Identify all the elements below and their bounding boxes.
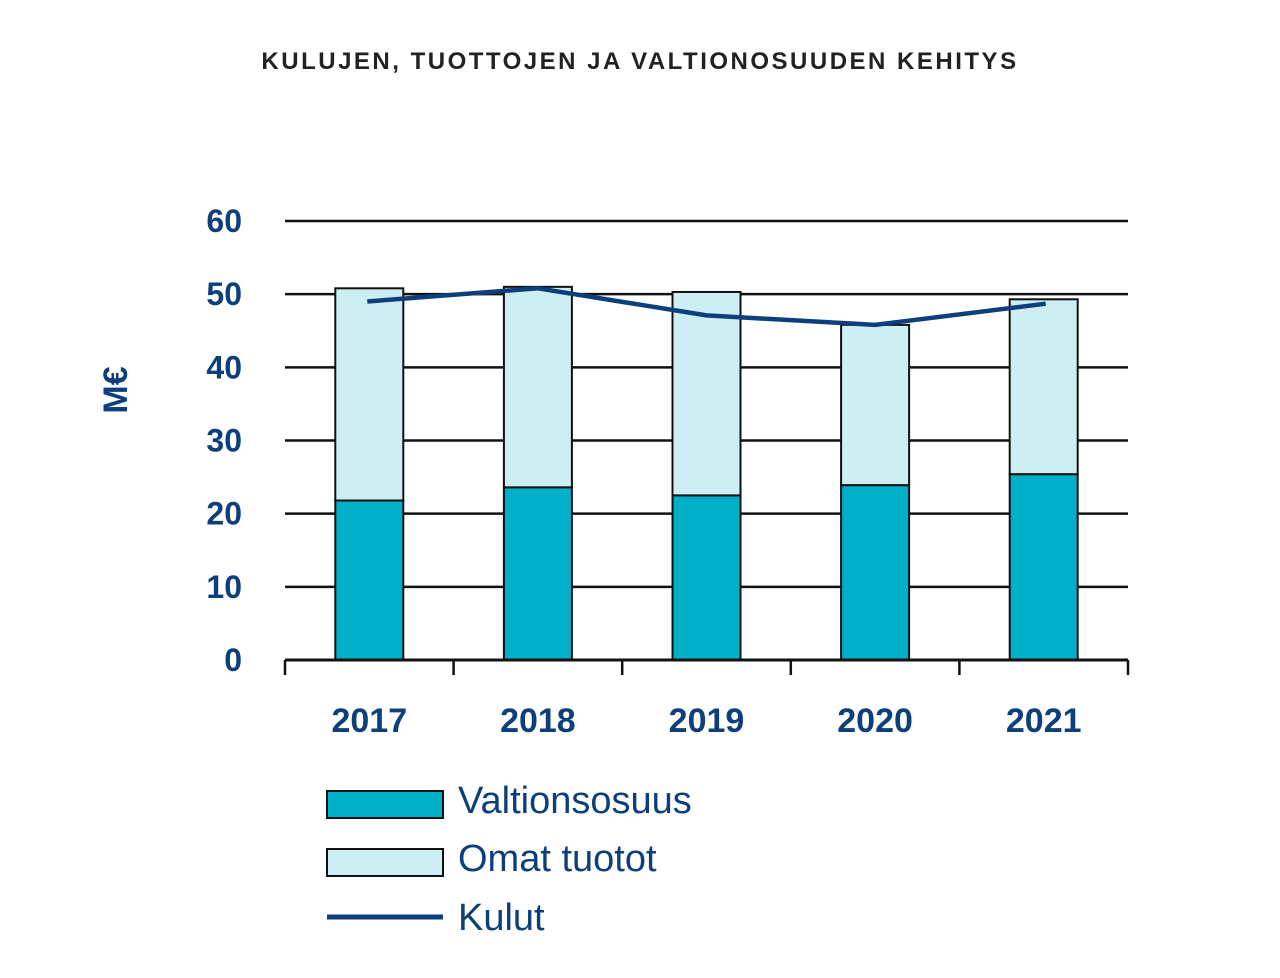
x-tick-label-2020: 2020 xyxy=(837,702,913,740)
x-tick-label-2019: 2019 xyxy=(669,702,745,740)
legend-label-kulut: Kulut xyxy=(458,897,545,939)
bar-omat-tuotot-2020 xyxy=(840,323,911,487)
bar-valtionsosuus-2020 xyxy=(840,484,911,661)
y-axis-label: M€ xyxy=(97,366,135,413)
bar-omat-tuotot-2019 xyxy=(671,290,742,497)
y-tick-label: 0 xyxy=(224,642,242,678)
axis-layer xyxy=(283,658,1130,675)
y-tick-label: 10 xyxy=(206,569,242,605)
legend-swatch-omat-tuotot xyxy=(326,848,444,877)
x-tick-label-2017: 2017 xyxy=(331,702,407,740)
x-tick-label-2021: 2021 xyxy=(1006,702,1082,740)
bar-valtionsosuus-2019 xyxy=(671,494,742,661)
line-layer xyxy=(367,286,1046,328)
bar-omat-tuotot-2018 xyxy=(502,285,573,489)
bar-omat-tuotot-2017 xyxy=(334,287,405,502)
legend-swatch-valtionsosuus xyxy=(326,790,444,819)
legend-label-omat-tuotot: Omat tuotot xyxy=(458,838,657,880)
y-tick-labels: 0 10 20 30 40 50 60 xyxy=(206,203,242,678)
y-tick-label: 20 xyxy=(206,496,242,532)
x-tick-label-2018: 2018 xyxy=(500,702,576,740)
bar-omat-tuotot-2021 xyxy=(1008,298,1079,476)
bar-valtionsosuus-2018 xyxy=(502,486,573,661)
y-tick-label: 40 xyxy=(206,349,242,385)
x-tick-labels: 2017 2018 2019 2020 2021 xyxy=(331,702,1081,740)
bar-valtionsosuus-2021 xyxy=(1008,473,1079,662)
chart-title: KULUJEN, TUOTTOJEN JA VALTIONOSUUDEN KEH… xyxy=(261,48,1019,75)
y-tick-label: 30 xyxy=(206,423,242,459)
legend: Valtionsosuus Omat tuotot Kulut xyxy=(326,780,692,939)
bars-layer xyxy=(334,285,1079,662)
y-tick-label: 50 xyxy=(206,276,242,312)
legend-label-valtionsosuus: Valtionsosuus xyxy=(458,780,692,822)
bar-valtionsosuus-2017 xyxy=(334,499,405,661)
y-tick-label: 60 xyxy=(206,203,242,239)
